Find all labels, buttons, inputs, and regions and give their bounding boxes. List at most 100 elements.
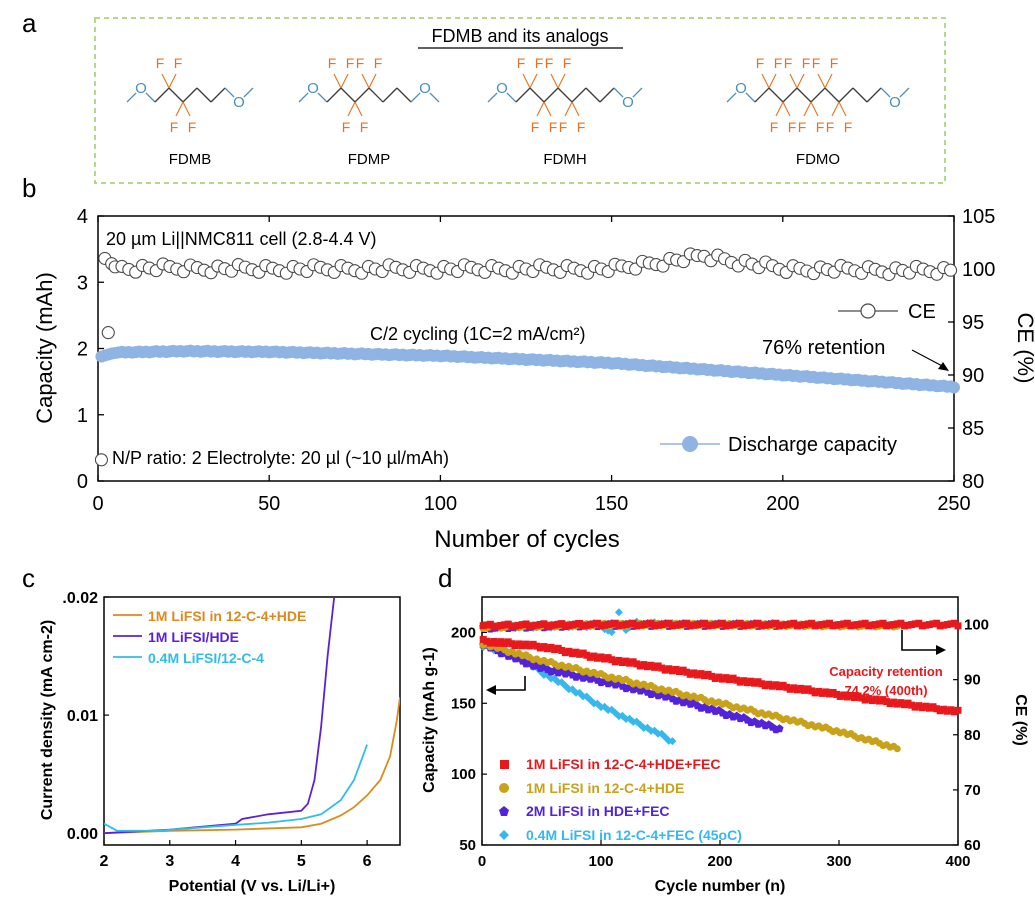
ce-point xyxy=(611,619,619,627)
molecule-bond xyxy=(613,87,624,98)
panel-c-legend-label-1: 1M LiFSI/HDE xyxy=(148,629,239,645)
panel-b-retention-arrow xyxy=(911,349,947,369)
capacity-point xyxy=(701,672,709,680)
ce-point xyxy=(840,620,848,628)
ce-point xyxy=(676,621,684,629)
fluorine-atom-label: F xyxy=(174,55,183,71)
ce-point xyxy=(933,619,941,627)
ce-point xyxy=(543,622,551,630)
ce-point xyxy=(715,620,723,628)
fluorine-atom-label: F xyxy=(844,119,853,135)
molecule-bond xyxy=(796,87,812,103)
capacity-point xyxy=(897,699,905,707)
molecule-bond xyxy=(126,92,137,103)
ce-point xyxy=(872,621,880,629)
fluorine-bond xyxy=(564,101,573,117)
molecule-bond xyxy=(145,92,156,103)
capacity-point xyxy=(761,682,769,690)
ce-point xyxy=(718,619,726,627)
ce-point xyxy=(551,621,559,629)
ce-point xyxy=(501,621,509,629)
capacity-point xyxy=(654,662,662,670)
fluorine-bond xyxy=(340,73,349,89)
ce-point xyxy=(568,621,576,629)
ce-point xyxy=(804,620,812,628)
ce-point xyxy=(747,621,755,629)
capacity-point xyxy=(790,684,798,692)
ce-point xyxy=(729,621,737,629)
ce-point xyxy=(925,621,933,629)
ce-point xyxy=(597,622,605,630)
capacity-point xyxy=(668,737,677,746)
ce-point xyxy=(854,621,862,629)
fluorine-bond xyxy=(831,101,840,117)
molecule-bond xyxy=(529,87,545,103)
capacity-point xyxy=(822,688,830,696)
molecule-bond xyxy=(543,87,559,103)
panel-b-legend-cap-marker xyxy=(682,436,698,452)
capacity-point xyxy=(775,724,784,733)
capacity-point xyxy=(858,694,866,702)
capacity-point xyxy=(950,708,958,716)
capacity-point xyxy=(886,700,894,708)
molecule-bond xyxy=(224,87,235,98)
capacity-point xyxy=(786,685,794,693)
x-tick-label: 200 xyxy=(766,493,799,515)
molecule-bond xyxy=(410,92,421,103)
capacity-point xyxy=(533,642,541,650)
capacity-point xyxy=(726,676,734,684)
ce-point xyxy=(768,620,776,628)
capacity-point xyxy=(940,705,948,713)
ce-point xyxy=(754,619,762,627)
ce-point xyxy=(701,619,709,627)
ce-point xyxy=(622,621,630,629)
capacity-point xyxy=(925,704,933,712)
ce-point xyxy=(786,620,794,628)
panel-d-legend-marker-2 xyxy=(499,806,509,816)
panel-c-x-axis-label: Potential (V vs. Li/Li+) xyxy=(169,878,336,895)
oxygen-atom-label: O xyxy=(233,94,245,111)
ce-point xyxy=(629,619,637,627)
ce-point xyxy=(893,620,901,628)
capacity-point xyxy=(493,639,501,647)
capacity-point xyxy=(879,696,887,704)
capacity-point xyxy=(765,680,773,688)
panel-d-chart: Capacity (mAh g-1) CE (%) Cycle number (… xyxy=(421,596,1029,895)
molecule-bond xyxy=(354,87,370,103)
ce-point xyxy=(940,621,948,629)
ce-point xyxy=(586,621,594,629)
capacity-point xyxy=(558,646,566,654)
fluorine-atom-label: F xyxy=(577,119,586,135)
fluorine-atom-label: F xyxy=(531,119,540,135)
x-tick-label: 300 xyxy=(826,853,851,870)
fluorine-atom-label: F xyxy=(535,55,544,71)
capacity-point xyxy=(622,657,630,665)
fluorine-atom-label: F xyxy=(756,55,765,71)
y-tick-label: .0.02 xyxy=(62,590,98,607)
fluorine-atom-label: F xyxy=(346,55,355,71)
ce-point xyxy=(579,622,587,630)
fluorine-bond xyxy=(182,101,191,117)
ce-point xyxy=(654,621,662,629)
capacity-point xyxy=(872,695,880,703)
y-right-tick-label: 60 xyxy=(964,837,981,854)
fluorine-bond xyxy=(361,73,370,89)
ce-point xyxy=(800,621,808,629)
oxygen-atom-label: O xyxy=(419,80,431,97)
ce-point xyxy=(818,621,826,629)
ce-point xyxy=(822,620,830,628)
y-left-tick-label: 0 xyxy=(77,471,88,493)
ce-point xyxy=(954,622,962,630)
ce-point xyxy=(522,620,530,628)
molecule-bond xyxy=(585,87,601,103)
molecule-bond xyxy=(154,87,170,103)
capacity-point xyxy=(865,695,873,703)
ce-point xyxy=(915,619,923,627)
ce-point xyxy=(797,621,805,629)
ce-point xyxy=(765,621,773,629)
y-left-tick-label: 50 xyxy=(459,837,476,854)
oxygen-atom-label: O xyxy=(889,94,901,111)
x-tick-label: 3 xyxy=(165,853,174,870)
fluorine-atom-label: F xyxy=(774,55,783,71)
ce-point xyxy=(883,622,891,630)
